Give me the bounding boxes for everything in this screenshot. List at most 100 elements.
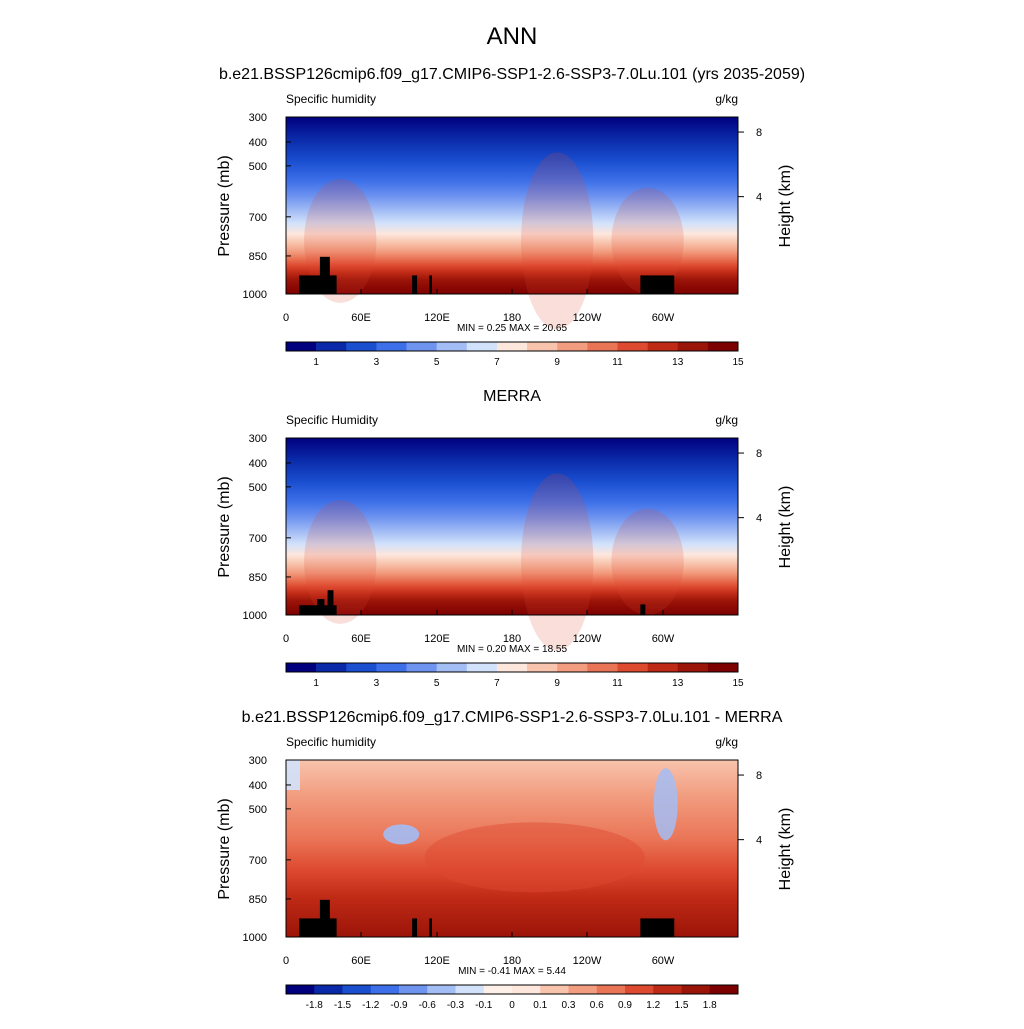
colorbar-swatch <box>568 985 598 994</box>
colorbar-swatch <box>707 342 739 351</box>
terrain-mask <box>429 275 432 294</box>
terrain-mask <box>412 918 418 937</box>
colorbar-label: 15 <box>732 357 744 368</box>
y-axis-label: Pressure (mb) <box>216 155 233 256</box>
colorbar-swatch <box>527 663 558 672</box>
colorbar-label: -1.2 <box>362 1000 380 1011</box>
x-tick-label: 60W <box>652 633 675 645</box>
variable-label: Specific humidity <box>286 92 376 106</box>
y-tick-label: 1000 <box>243 289 267 301</box>
x-tick-label: 180 <box>503 633 521 645</box>
variable-label: Specific Humidity <box>286 413 378 427</box>
colorbar-swatch <box>316 342 347 351</box>
contour-field <box>286 117 738 294</box>
y-tick-label: 700 <box>249 212 267 224</box>
colorbar-label: 5 <box>434 678 440 689</box>
x-tick-label: 120W <box>573 633 602 645</box>
units-label: g/kg <box>715 92 738 106</box>
colorbar-swatch <box>587 342 618 351</box>
y-tick-label: 700 <box>249 855 267 867</box>
y-tick-label: 400 <box>249 780 267 792</box>
variable-label: Specific humidity <box>286 735 376 749</box>
panel-model: Specific humidity g/kg 30040050070085010… <box>216 92 794 368</box>
colorbar-swatch <box>596 985 626 994</box>
colorbar-swatch <box>653 985 682 994</box>
stats-label: MIN = 0.20 MAX = 18.55 <box>457 644 568 655</box>
y-tick-label: 400 <box>249 458 267 470</box>
y-tick-label: 300 <box>249 112 267 124</box>
colorbar-swatch <box>483 985 513 994</box>
contour-plot: 300 400 500 700 850 1000 8 4 0 60E 120E 180 120W 60W <box>243 112 762 330</box>
contour-plot: 300 400 500 700 850 1000 8 4 0 60E 120E 180 120W 60W <box>243 433 762 651</box>
colorbar-label: 1.5 <box>675 1000 689 1011</box>
colorbar-swatch <box>617 342 648 351</box>
x-tick-label: 120E <box>424 633 450 645</box>
colorbar-swatch <box>342 985 372 994</box>
y-tick-label: 400 <box>249 137 267 149</box>
x-tick-label: 0 <box>283 633 289 645</box>
contour-feature <box>424 822 645 893</box>
panel-merra: MERRA Specific Humidity g/kg 30040050070… <box>216 388 794 689</box>
y-tick-label: 300 <box>249 433 267 445</box>
colorbar-swatch <box>557 663 588 672</box>
y2-axis-label: Height (km) <box>777 808 794 891</box>
y-tick-label: 500 <box>249 804 267 816</box>
x-tick-label: 120E <box>424 312 450 324</box>
colorbar-label: -0.9 <box>390 1000 408 1011</box>
x-tick-label: 0 <box>283 312 289 324</box>
colorbar-swatch <box>647 342 679 351</box>
colorbar-swatch <box>677 342 709 351</box>
colorbar-swatch <box>346 663 377 672</box>
colorbar-label: 0 <box>509 1000 515 1011</box>
colorbar-label: 1.8 <box>703 1000 717 1011</box>
colorbar-swatch <box>587 663 618 672</box>
colorbar-swatch <box>681 985 711 994</box>
colorbar: 1 3 5 7 9 11 13 15 <box>285 662 744 689</box>
y-axis-label: Pressure (mb) <box>216 476 233 577</box>
colorbar-swatch <box>346 342 377 351</box>
x-tick-label: 180 <box>503 955 521 967</box>
terrain-mask <box>429 918 432 937</box>
colorbar: -1.8 -1.5 -1.2 -0.9 -0.6 -0.3 -0.1 0 0.1 0.3 0.6 0.… <box>285 984 739 1011</box>
colorbar-label: 0.9 <box>618 1000 632 1011</box>
terrain-mask <box>640 918 675 937</box>
panel-title: MERRA <box>483 388 541 405</box>
terrain-mask <box>299 918 337 937</box>
colorbar-label: 13 <box>672 678 684 689</box>
x-tick-label: 120W <box>573 312 602 324</box>
colorbar-label: 13 <box>672 357 684 368</box>
colorbar-swatch <box>617 663 648 672</box>
colorbar-frame <box>285 984 739 995</box>
contour-field <box>286 438 738 615</box>
colorbar-swatch <box>316 663 347 672</box>
page-title: ANN <box>487 23 538 50</box>
terrain-mask <box>412 275 418 294</box>
terrain-mask <box>319 256 330 294</box>
y-tick-label: 850 <box>249 894 267 906</box>
contour-feature <box>383 824 420 845</box>
colorbar-swatch <box>370 985 400 994</box>
colorbar-label: 0.3 <box>562 1000 576 1011</box>
colorbar-swatch <box>427 985 456 994</box>
colorbar-label: 5 <box>434 357 440 368</box>
colorbar-swatch <box>466 342 498 351</box>
colorbar-label: -1.8 <box>306 1000 324 1011</box>
y-tick-label: 1000 <box>243 932 267 944</box>
colorbar-swatch <box>496 342 528 351</box>
y-axis-label: Pressure (mb) <box>216 798 233 899</box>
y-tick-label: 850 <box>249 572 267 584</box>
colorbar-swatch <box>677 663 709 672</box>
colorbar-swatch <box>314 985 343 994</box>
terrain-mask <box>327 590 334 615</box>
colorbar-swatch <box>376 663 407 672</box>
colorbar-swatch <box>376 342 407 351</box>
y2-tick-label: 4 <box>756 513 762 525</box>
x-tick-label: 60E <box>351 955 371 967</box>
contour-feature <box>286 760 300 790</box>
colorbar-label: 1.2 <box>646 1000 660 1011</box>
x-tick-label: 120E <box>424 955 450 967</box>
colorbar-swatch <box>647 663 679 672</box>
panel-difference: b.e21.BSSP126cmip6.f09_g17.CMIP6-SSP1-2.… <box>216 709 794 1011</box>
colorbar-swatch <box>707 663 739 672</box>
